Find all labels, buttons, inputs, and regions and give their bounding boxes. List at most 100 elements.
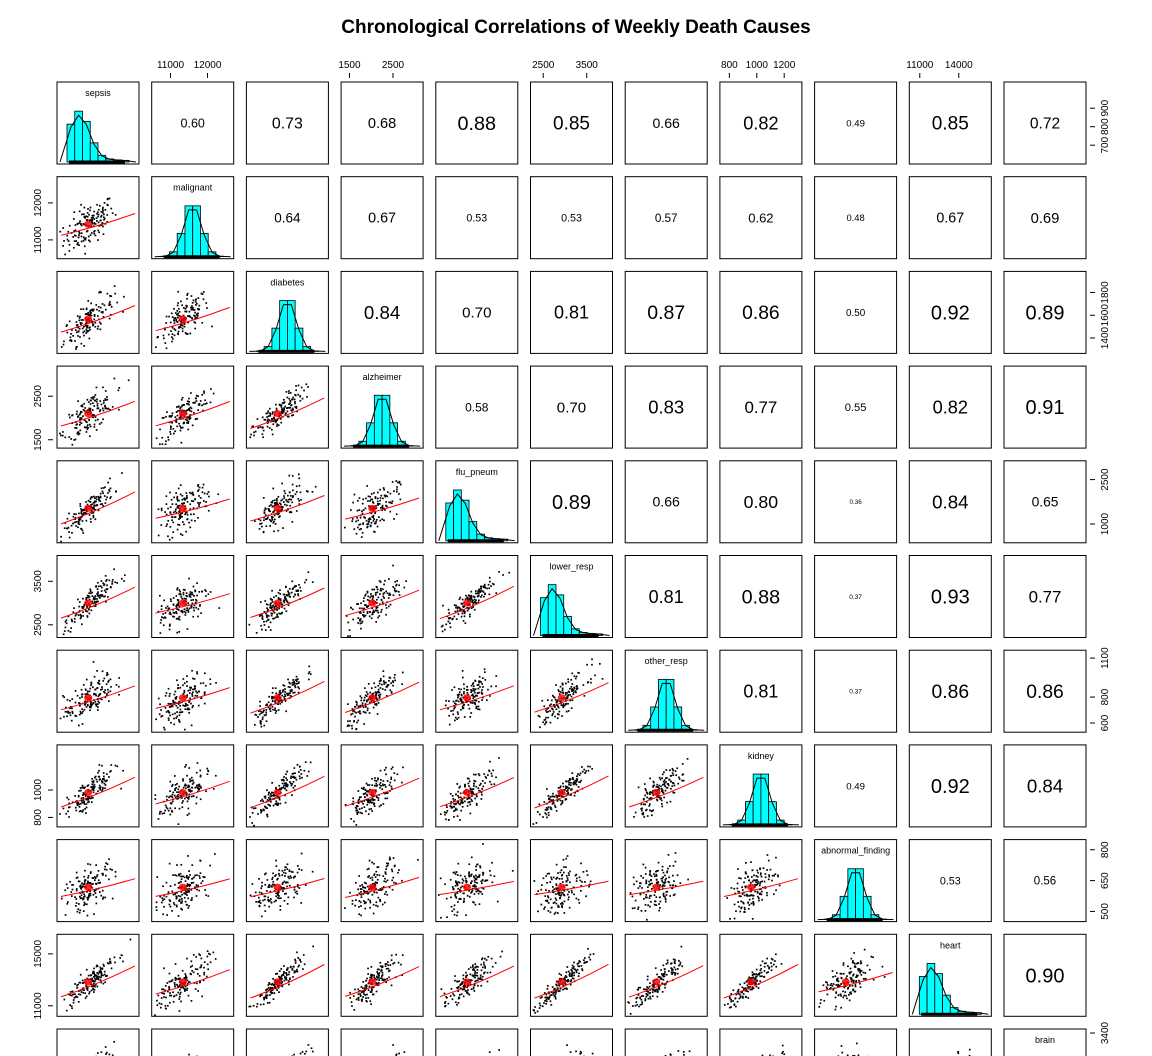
scatter-point bbox=[63, 715, 65, 718]
panel-r5-c4 bbox=[435, 555, 519, 638]
scatter-point bbox=[390, 776, 393, 779]
scatter-point bbox=[286, 863, 289, 866]
scatter-point bbox=[470, 691, 472, 693]
scatter-point bbox=[279, 589, 281, 591]
scatter-point bbox=[63, 240, 65, 242]
scatter-point bbox=[346, 725, 349, 728]
scatter-point bbox=[264, 514, 267, 516]
scatter-point bbox=[291, 588, 294, 591]
panel-r3-c6 bbox=[624, 365, 708, 449]
scatter-point bbox=[281, 407, 284, 410]
scatter-point bbox=[160, 619, 162, 621]
scatter-point bbox=[294, 682, 296, 685]
scatter-point bbox=[86, 424, 89, 426]
scatter-point bbox=[194, 498, 196, 500]
scatter-point bbox=[478, 590, 481, 593]
scatter-point bbox=[366, 699, 369, 702]
correlation-label: 0.49 bbox=[846, 118, 865, 129]
scatter-point bbox=[444, 628, 446, 631]
scatter-point bbox=[94, 518, 97, 521]
scatter-point bbox=[463, 692, 465, 695]
histogram-bar bbox=[445, 502, 454, 542]
scatter-point bbox=[284, 801, 287, 804]
scatter-point bbox=[83, 880, 86, 883]
scatter-point bbox=[88, 337, 91, 340]
scatter-point bbox=[651, 810, 653, 813]
scatter-point bbox=[364, 593, 367, 596]
scatter-point bbox=[292, 595, 295, 598]
scatter-panel-r6-c0 bbox=[59, 661, 136, 727]
scatter-point bbox=[488, 770, 491, 773]
variable-label-flu_pneum: flu_pneum bbox=[456, 467, 498, 477]
scatter-point bbox=[91, 780, 94, 783]
density-curve bbox=[911, 966, 989, 1015]
scatter-point bbox=[271, 876, 274, 879]
scatter-point bbox=[447, 707, 449, 710]
scatter-point bbox=[366, 611, 369, 613]
scatter-point bbox=[67, 710, 70, 713]
scatter-point bbox=[481, 594, 483, 597]
scatter-point bbox=[560, 803, 562, 806]
scatter-point bbox=[264, 883, 267, 886]
scatter-point bbox=[547, 795, 550, 797]
scatter-point bbox=[377, 799, 380, 801]
correlation-label: 0.70 bbox=[462, 305, 491, 322]
scatter-point bbox=[454, 719, 456, 722]
scatter-point bbox=[186, 607, 188, 609]
scatter-point bbox=[195, 771, 198, 774]
scatter-point bbox=[185, 787, 187, 790]
scatter-point bbox=[82, 607, 84, 609]
scatter-point bbox=[166, 523, 168, 526]
correlation-label: 0.67 bbox=[368, 211, 396, 227]
scatter-point bbox=[381, 504, 384, 507]
scatter-point bbox=[370, 799, 372, 801]
scatter-point bbox=[374, 691, 377, 693]
scatter-point bbox=[96, 874, 99, 876]
scatter-point bbox=[75, 513, 77, 516]
scatter-point bbox=[576, 778, 579, 781]
scatter-point bbox=[552, 802, 555, 804]
scatter-panel-r6-c4 bbox=[439, 668, 514, 726]
scatter-point bbox=[275, 865, 278, 867]
scatter-point bbox=[265, 612, 267, 615]
scatter-point bbox=[83, 893, 85, 896]
scatter-point bbox=[78, 519, 81, 522]
panel-r9-c4 bbox=[435, 933, 519, 1017]
scatter-point bbox=[389, 689, 392, 691]
centroid-marker bbox=[557, 694, 566, 702]
scatter-point bbox=[175, 897, 178, 900]
scatter-point bbox=[167, 333, 170, 336]
scatter-point bbox=[179, 484, 182, 486]
scatter-point bbox=[364, 595, 366, 597]
scatter-point bbox=[80, 405, 83, 407]
histogram-bar bbox=[176, 233, 186, 258]
scatter-point bbox=[165, 440, 167, 443]
scatter-point bbox=[386, 780, 389, 782]
scatter-point bbox=[267, 415, 270, 417]
scatter-point bbox=[93, 214, 95, 217]
scatter-point bbox=[269, 519, 271, 521]
scatter-point bbox=[547, 814, 550, 817]
scatter-point bbox=[76, 423, 79, 425]
scatter-point bbox=[98, 784, 101, 787]
scatter-point bbox=[100, 421, 103, 424]
scatter-point bbox=[289, 596, 291, 598]
scatter-point bbox=[90, 682, 93, 685]
scatter-point bbox=[249, 816, 251, 818]
scatter-point bbox=[67, 810, 69, 813]
scatter-point bbox=[81, 723, 84, 725]
scatter-point bbox=[180, 516, 182, 518]
scatter-point bbox=[486, 699, 488, 702]
scatter-point bbox=[461, 612, 464, 615]
scatter-point bbox=[661, 777, 663, 779]
scatter-point bbox=[108, 776, 110, 778]
scatter-point bbox=[157, 697, 160, 700]
scatter-point bbox=[78, 517, 81, 519]
scatter-point bbox=[199, 798, 202, 801]
scatter-point bbox=[160, 509, 163, 512]
scatter-point bbox=[369, 611, 371, 613]
scatter-point bbox=[192, 615, 195, 618]
scatter-point bbox=[300, 869, 303, 871]
scatter-point bbox=[260, 811, 262, 814]
scatter-point bbox=[366, 803, 369, 806]
